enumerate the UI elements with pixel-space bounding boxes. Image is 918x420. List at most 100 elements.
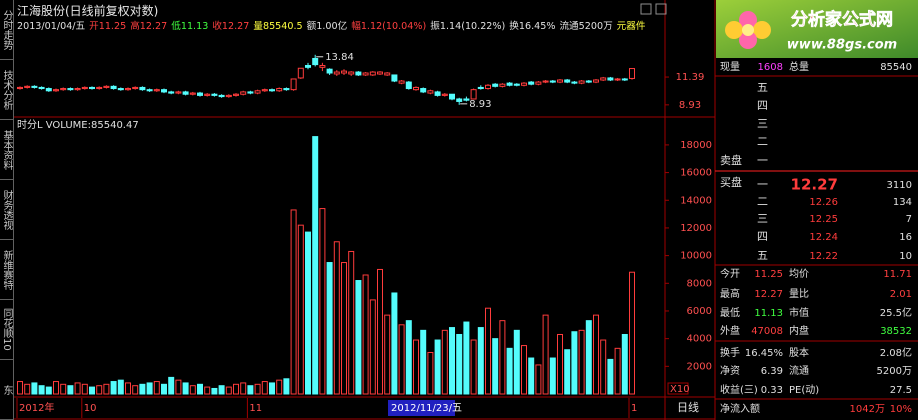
sidebar-tab[interactable]: 分时走势 xyxy=(0,0,14,60)
volume-bar xyxy=(247,385,254,395)
volume-bar xyxy=(499,320,506,395)
volume-bar xyxy=(89,386,95,395)
volume-bar xyxy=(535,364,542,395)
candle-body xyxy=(89,86,95,90)
candle-body xyxy=(456,98,463,102)
candle-body xyxy=(139,86,146,91)
buy-level: 三 xyxy=(757,212,768,225)
volume-bar xyxy=(233,383,239,395)
volume-bar xyxy=(297,224,304,395)
candle-body xyxy=(132,86,139,90)
field-label: 开 xyxy=(89,21,99,32)
volume-bar xyxy=(175,379,182,395)
quote-label: 换手 xyxy=(720,346,740,359)
candle-body xyxy=(197,92,203,96)
volume-bar xyxy=(384,314,391,395)
sidebar-tab[interactable]: 财务透视 xyxy=(0,180,14,240)
candle-body xyxy=(24,85,31,88)
candle-body xyxy=(189,92,196,95)
field-label: 量 xyxy=(253,21,263,32)
quote-value: 11.25 xyxy=(754,269,783,280)
volume-bar xyxy=(67,385,74,395)
volume-bar xyxy=(189,385,196,395)
candle-body xyxy=(571,81,578,84)
candle-body xyxy=(492,83,499,87)
volume-bar xyxy=(557,333,563,395)
volume-bar xyxy=(585,320,592,395)
volume-bar xyxy=(218,385,225,395)
candle-body xyxy=(614,78,621,81)
volume-bar xyxy=(261,381,268,395)
quote-value: 16.45% xyxy=(745,348,783,359)
volume-bar xyxy=(571,331,578,395)
sidebar: 分时走势 技术分析 基本资料 财务透视 新维赛特 同花顺10 东 xyxy=(0,0,14,420)
field-value: 16.45% xyxy=(518,21,556,32)
candle-body xyxy=(110,85,117,90)
quote-value: 0.33 xyxy=(761,385,783,396)
sidebar-tab[interactable]: 东 xyxy=(0,360,14,420)
header-title: 江海股份(日线前复权对数) xyxy=(17,4,159,18)
candle-body xyxy=(549,80,556,83)
candle-body xyxy=(60,88,67,91)
volume-bar xyxy=(470,339,477,395)
volume-bar xyxy=(492,338,499,395)
y-tick-label: 8000 xyxy=(687,278,712,289)
buy-level: 四 xyxy=(757,230,768,243)
field-label: 收 xyxy=(212,21,222,32)
volume-bar xyxy=(521,345,527,395)
header-field: 换16.45% xyxy=(509,18,555,32)
candle-body xyxy=(441,93,448,96)
candle-body xyxy=(74,88,81,91)
candle-body xyxy=(470,89,477,100)
inflow-pct: 10% xyxy=(890,404,912,415)
buy-price: 12.24 xyxy=(809,232,838,243)
candle-body xyxy=(305,65,311,68)
period-label[interactable]: 日线 xyxy=(677,400,699,414)
volume-bar xyxy=(413,339,419,395)
candle-body xyxy=(319,65,326,68)
volume-bar xyxy=(74,382,81,395)
window-button[interactable] xyxy=(655,3,667,15)
sidebar-tab[interactable]: 新维赛特 xyxy=(0,240,14,300)
sidebar-tab[interactable]: 技术分析 xyxy=(0,60,14,120)
candle-body xyxy=(420,88,427,93)
y-tick-label: 14000 xyxy=(680,195,712,206)
volume-bar xyxy=(276,379,283,395)
buy-volume: 16 xyxy=(899,232,912,243)
volume-bar xyxy=(326,262,333,395)
candle-body xyxy=(398,80,405,84)
candle-body xyxy=(369,71,376,76)
window-button[interactable] xyxy=(640,3,652,15)
logo-name: 分析家公式网 xyxy=(791,9,893,30)
x-tick-label: 11 xyxy=(249,403,262,414)
volume-bar xyxy=(405,320,412,395)
quote-label: 最低 xyxy=(720,306,740,319)
volume-bar xyxy=(269,382,275,395)
candle-body xyxy=(45,88,52,92)
candle-body xyxy=(485,84,491,90)
candle-body xyxy=(528,81,535,85)
volume-bar xyxy=(398,324,405,395)
x-tick-label: 1 xyxy=(631,403,637,414)
quote-label: 最高 xyxy=(720,287,740,300)
volume-bar xyxy=(485,307,491,395)
sidebar-tab[interactable]: 基本资料 xyxy=(0,120,14,180)
volume-bar xyxy=(614,347,621,395)
volume-bar xyxy=(463,321,470,395)
quote-label: PE(动) xyxy=(789,384,819,396)
volume-bar xyxy=(211,387,218,395)
candle-body xyxy=(38,86,45,90)
header-sector: 元器件 xyxy=(616,21,646,32)
quote-label: 量比 xyxy=(789,288,809,300)
field-label: 高 xyxy=(130,21,140,32)
quote-value: 2.08亿 xyxy=(880,346,912,359)
volume-bar xyxy=(290,209,297,395)
candle-body xyxy=(283,88,290,91)
buy-level: 二 xyxy=(757,195,768,208)
quote-label: 流通 xyxy=(789,364,809,377)
candle-body xyxy=(621,78,628,81)
volume-bar xyxy=(542,314,549,395)
sidebar-tab[interactable]: 同花顺10 xyxy=(0,300,14,360)
candle-body xyxy=(585,80,592,83)
volume-bar xyxy=(168,376,175,395)
